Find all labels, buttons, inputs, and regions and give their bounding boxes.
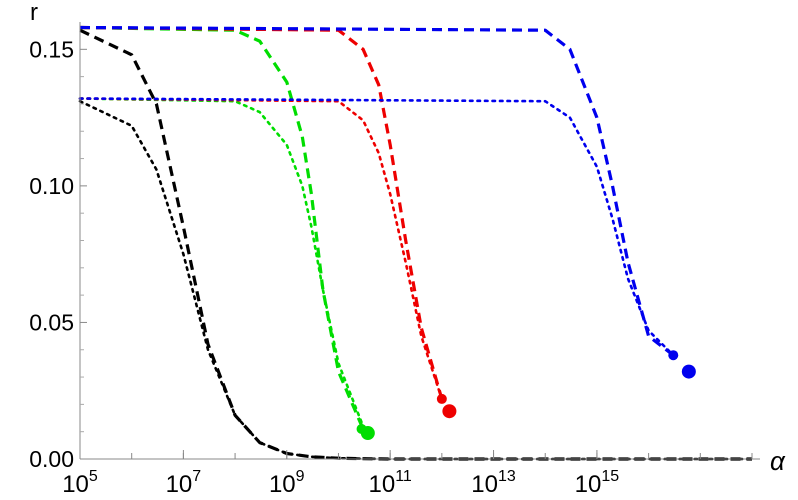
x-tick-label: 107 <box>166 468 202 498</box>
series-endpoint-5 <box>442 404 457 419</box>
x-tick-label: 1013 <box>471 468 516 498</box>
series-line-6 <box>78 97 444 401</box>
y-ticks: 0.00 0.05 0.10 0.15 <box>29 36 87 472</box>
y-axis-label: r <box>30 0 38 26</box>
x-tick-label: 1015 <box>575 468 620 498</box>
series-endpoint-4 <box>356 423 367 434</box>
plot-lines <box>78 25 754 461</box>
y-tick-label: 0.15 <box>29 36 74 62</box>
series-endpoint-7 <box>681 364 696 379</box>
series-endpoint-6 <box>436 393 447 404</box>
series-endpoint-8 <box>668 350 679 361</box>
x-axis-label: α <box>770 446 786 476</box>
x-tick-label: 105 <box>62 468 98 498</box>
y-tick-label: 0.10 <box>29 173 74 199</box>
series-line-3 <box>79 25 365 430</box>
series-line-8 <box>78 97 675 357</box>
x-tick-label: 109 <box>269 468 305 498</box>
y-tick-label: 0.05 <box>29 309 74 335</box>
series-line-2 <box>78 99 754 461</box>
series-line-4 <box>78 97 365 428</box>
series-line-7 <box>79 25 675 357</box>
series-line-5 <box>79 25 444 400</box>
y-tick-label: 0.00 <box>29 446 74 472</box>
x-tick-label: 1011 <box>368 468 411 498</box>
x-ticks: 105 107 109 1011 1013 1015 <box>62 450 753 498</box>
